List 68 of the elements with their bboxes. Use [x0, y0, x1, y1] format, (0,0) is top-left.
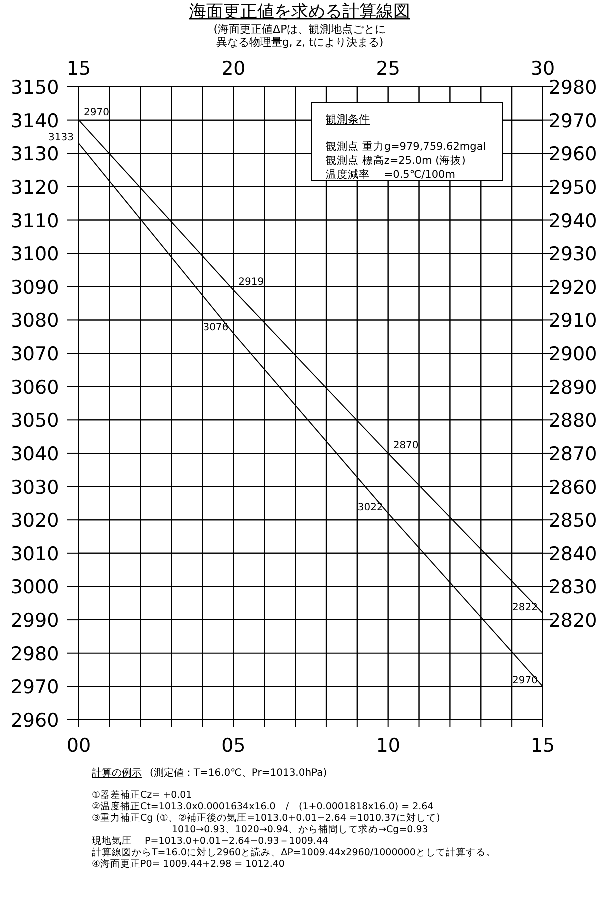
y-tick-label: 3040	[10, 443, 60, 466]
y-tick-label: 2890	[548, 376, 598, 399]
y-tick-label: 2970	[10, 676, 60, 699]
y-tick-label: 2970	[548, 110, 598, 132]
y-tick-label: 3070	[10, 344, 60, 366]
y-tick-label: 3020	[10, 510, 60, 532]
data-label: 2822	[512, 602, 538, 614]
y-tick-label: 3120	[10, 176, 60, 199]
y-tick-label: 3090	[10, 276, 60, 299]
annotation: 観測点 標高z=25.0m (海抜)	[326, 154, 466, 167]
chart-title: 海面更正値を求める計算線図	[190, 2, 410, 22]
y-tick-label: 2940	[548, 210, 598, 232]
y-tick-label: 3100	[10, 244, 60, 266]
x-tick-label: 10	[376, 735, 400, 757]
text: 計算の例示	[92, 767, 142, 779]
y-tick-label: 2960	[10, 710, 60, 732]
text: (測定値：T=16.0℃、Pr=1013.0hPa)	[150, 767, 328, 779]
y-tick-label: 2910	[548, 310, 598, 332]
x-tick-label: 00	[66, 735, 92, 757]
y-tick-label: 2920	[548, 276, 598, 299]
y-tick-label: 2900	[548, 344, 598, 366]
data-label: 3022	[358, 502, 384, 514]
y-tick-label: 2860	[548, 476, 598, 499]
text: 現地気圧 P=1013.0+0.01−2.64−0.93＝1009.44	[92, 835, 329, 847]
y-tick-label: 2990	[10, 610, 60, 632]
x-tick-label: 15	[66, 58, 92, 80]
text: 計算線図からT=16.0に対し2960と読み、ΔP=1009.44x2960/1000000として計算する。	[92, 846, 496, 858]
annotation: 観測点 重力g=979,759.62mgal	[326, 140, 486, 153]
y-tick-label: 3050	[10, 410, 60, 432]
y-tick-label: 3140	[10, 110, 60, 132]
data-label: 3133	[48, 132, 74, 144]
y-tick-label: 3010	[10, 543, 60, 566]
text: ③重力補正Cg (①、②補正後の気圧=1013.0+0.01−2.64 =1010.37に対して)	[92, 812, 440, 824]
data-label: 2870	[393, 440, 419, 452]
data-label: 2919	[238, 277, 264, 288]
y-tick-label: 2980	[10, 643, 60, 666]
y-tick-label: 3000	[10, 576, 60, 599]
x-tick-label: 25	[376, 58, 400, 80]
y-tick-label: 3030	[10, 476, 60, 499]
y-tick-label: 3150	[10, 77, 60, 99]
text: ④海面更正P0= 1009.44+2.98 = 1012.40	[92, 858, 285, 870]
data-label: 2970	[84, 107, 110, 118]
annotation: 観測条件	[326, 113, 370, 126]
y-tick-label: 3080	[10, 310, 60, 332]
y-tick-label: 3130	[10, 144, 60, 166]
annotation: 温度減率 =0.5℃/100m	[326, 168, 456, 181]
text: ②温度補正Ct=1013.0x0.0001634x16.0 / (1+0.0001818x16.0) = 2.64	[92, 800, 434, 812]
x-tick-label: 05	[222, 735, 246, 757]
y-tick-label: 2950	[548, 176, 598, 199]
x-tick-label: 20	[222, 58, 246, 80]
y-tick-label: 2880	[548, 410, 598, 432]
chart-subtitle: (海面更正値ΔPは、観測地点ごとに異なる物理量g, z, tにより決まる)	[214, 23, 386, 49]
data-label: 3076	[203, 322, 229, 334]
x-tick-label: 15	[530, 735, 556, 757]
x-tick-label: 30	[530, 58, 556, 80]
y-tick-label: 2840	[548, 543, 598, 566]
text: 1010→0.93、1020→0.94、から補間して求め→Cg=0.93	[172, 824, 428, 836]
y-tick-label: 2870	[548, 443, 598, 466]
y-tick-label: 2850	[548, 510, 598, 532]
y-tick-label: 2960	[548, 144, 598, 166]
y-tick-label: 2830	[548, 576, 598, 599]
y-tick-label: 3110	[10, 210, 60, 232]
y-tick-label: 2820	[548, 610, 598, 632]
data-label: 2970	[512, 676, 538, 687]
text: ①器差補正Cz= +0.01	[92, 789, 192, 801]
y-tick-label: 2980	[548, 77, 598, 99]
y-tick-label: 3060	[10, 376, 60, 399]
y-tick-label: 2930	[548, 244, 598, 266]
